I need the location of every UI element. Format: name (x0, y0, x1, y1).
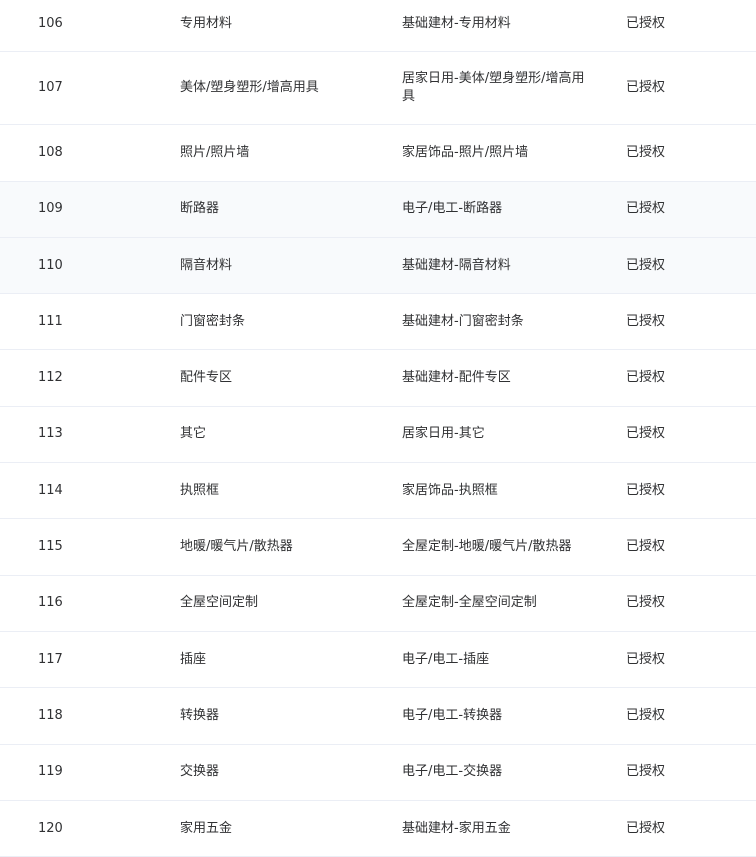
name-cell: 配件专区 (180, 370, 233, 386)
table-row[interactable]: 111 门窗密封条 基础建材-门窗密封条 已授权 (0, 294, 756, 351)
category-cell: 全屋定制-全屋空间定制 (402, 595, 537, 611)
table-row[interactable]: 116 全屋空间定制 全屋定制-全屋空间定制 已授权 (0, 576, 756, 632)
status-cell: 已授权 (626, 707, 666, 723)
table-row[interactable]: 114 执照框 家居饰品-执照框 已授权 (0, 463, 756, 520)
id-cell: 107 (38, 80, 63, 96)
category-cell: 电子/电工-断路器 (402, 201, 503, 217)
status-cell: 已授权 (626, 482, 666, 498)
name-cell: 全屋空间定制 (180, 595, 259, 611)
table-row[interactable]: 117 插座 电子/电工-插座 已授权 (0, 632, 756, 689)
name-cell: 交换器 (180, 764, 220, 780)
status-cell: 已授权 (626, 426, 666, 442)
table-row[interactable]: 118 转换器 电子/电工-转换器 已授权 (0, 688, 756, 745)
table-row[interactable]: 113 其它 居家日用-其它 已授权 (0, 407, 756, 464)
id-cell: 112 (38, 370, 63, 386)
table-row[interactable]: 108 照片/照片墙 家居饰品-照片/照片墙 已授权 (0, 125, 756, 182)
name-cell: 美体/塑身塑形/增高用具 (180, 80, 319, 96)
id-cell: 120 (38, 820, 63, 836)
table-row[interactable]: 112 配件专区 基础建材-配件专区 已授权 (0, 350, 756, 407)
status-cell: 已授权 (626, 651, 666, 667)
id-cell: 113 (38, 426, 63, 442)
status-cell: 已授权 (626, 539, 666, 555)
name-cell: 转换器 (180, 707, 220, 723)
category-cell: 家居饰品-执照框 (402, 482, 498, 498)
table-row[interactable]: 109 断路器 电子/电工-断路器 已授权 (0, 181, 756, 238)
name-cell: 隔音材料 (180, 257, 233, 273)
status-cell: 已授权 (626, 257, 666, 273)
id-cell: 110 (38, 257, 63, 273)
category-cell: 全屋定制-地暖/暖气片/散热器 (402, 539, 572, 555)
name-cell: 门窗密封条 (180, 313, 246, 329)
id-cell: 109 (38, 201, 63, 217)
category-cell: 基础建材-门窗密封条 (402, 313, 524, 329)
id-cell: 118 (38, 707, 63, 723)
id-cell: 106 (38, 15, 63, 31)
id-cell: 111 (38, 313, 63, 329)
id-cell: 116 (38, 595, 63, 611)
category-cell: 电子/电工-转换器 (402, 707, 503, 723)
category-cell: 居家日用-其它 (402, 426, 485, 442)
status-cell: 已授权 (626, 820, 666, 836)
name-cell: 其它 (180, 426, 207, 442)
id-cell: 117 (38, 651, 63, 667)
category-cell: 基础建材-家用五金 (402, 820, 511, 836)
status-cell: 已授权 (626, 595, 666, 611)
table-row[interactable]: 106 专用材料 基础建材-专用材料 已授权 (0, 0, 756, 53)
table-row[interactable]: 115 地暖/暖气片/散热器 全屋定制-地暖/暖气片/散热器 已授权 (0, 519, 756, 576)
table-row[interactable]: 110 隔音材料 基础建材-隔音材料 已授权 (0, 237, 756, 295)
status-cell: 已授权 (626, 370, 666, 386)
name-cell: 专用材料 (180, 15, 233, 31)
name-cell: 地暖/暖气片/散热器 (180, 539, 293, 555)
status-cell: 已授权 (626, 15, 666, 31)
id-cell: 115 (38, 539, 63, 555)
category-cell: 电子/电工-插座 (402, 651, 490, 667)
name-cell: 执照框 (180, 482, 220, 498)
category-cell: 居家日用-美体/塑身塑形/增高用具 (402, 71, 585, 105)
name-cell: 家用五金 (180, 820, 233, 836)
status-cell: 已授权 (626, 313, 666, 329)
category-cell: 基础建材-专用材料 (402, 15, 511, 31)
id-cell: 114 (38, 482, 63, 498)
category-cell: 电子/电工-交换器 (402, 764, 503, 780)
status-cell: 已授权 (626, 144, 666, 160)
table-row[interactable]: 107 美体/塑身塑形/增高用具 居家日用-美体/塑身塑形/增高用具 已授权 (0, 52, 756, 126)
id-cell: 108 (38, 144, 63, 160)
category-cell: 基础建材-隔音材料 (402, 257, 511, 273)
category-cell: 家居饰品-照片/照片墙 (402, 144, 529, 160)
table-row[interactable]: 119 交换器 电子/电工-交换器 已授权 (0, 745, 756, 801)
status-cell: 已授权 (626, 764, 666, 780)
status-cell: 已授权 (626, 80, 666, 96)
category-cell: 基础建材-配件专区 (402, 370, 511, 386)
name-cell: 断路器 (180, 201, 220, 217)
status-cell: 已授权 (626, 201, 666, 217)
id-cell: 119 (38, 764, 63, 780)
table-row[interactable]: 120 家用五金 基础建材-家用五金 已授权 (0, 801, 756, 857)
name-cell: 照片/照片墙 (180, 144, 250, 160)
name-cell: 插座 (180, 651, 207, 667)
